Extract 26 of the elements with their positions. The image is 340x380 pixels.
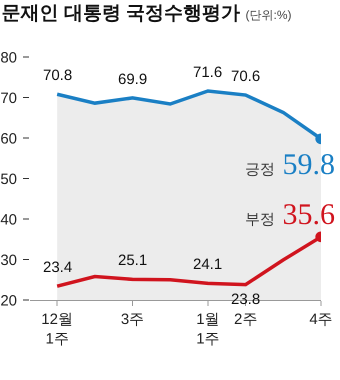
x-tick-label: 4주 — [309, 311, 333, 328]
x-tick-label: 3주 — [120, 311, 144, 328]
data-label: 59.8 — [282, 148, 335, 181]
data-label: 70.6 — [231, 68, 260, 85]
x-tick-label: 2주 — [234, 311, 258, 328]
data-label: 25.1 — [118, 252, 148, 269]
data-label: 35.6 — [282, 198, 335, 231]
y-tick-label: 20 — [0, 292, 17, 310]
x-tick-label: 12월 1주 — [41, 311, 73, 348]
text: 부정 — [245, 211, 275, 228]
data-label: 23.8 — [231, 291, 260, 308]
y-tick-label: 80 — [0, 49, 17, 66]
y-tick-label: 40 — [0, 211, 17, 228]
data-label: 70.8 — [43, 67, 72, 84]
y-tick-label: 30 — [0, 252, 17, 269]
y-tick-label: 70 — [0, 90, 17, 107]
x-tick-label: 1월 1주 — [196, 311, 220, 348]
y-tick-label: 50 — [0, 170, 17, 188]
data-label: 71.6 — [193, 64, 222, 81]
chart-subtitle: (단위:%) — [246, 8, 292, 22]
data-label: 23.4 — [43, 259, 72, 276]
data-label: 24.1 — [193, 256, 222, 273]
chart-title: 문재인 대통령 국정수행평가 — [2, 3, 240, 24]
y-tick-label: 60 — [0, 130, 17, 148]
data-label: 69.9 — [118, 71, 148, 88]
series-label: 긍정 — [245, 161, 275, 178]
